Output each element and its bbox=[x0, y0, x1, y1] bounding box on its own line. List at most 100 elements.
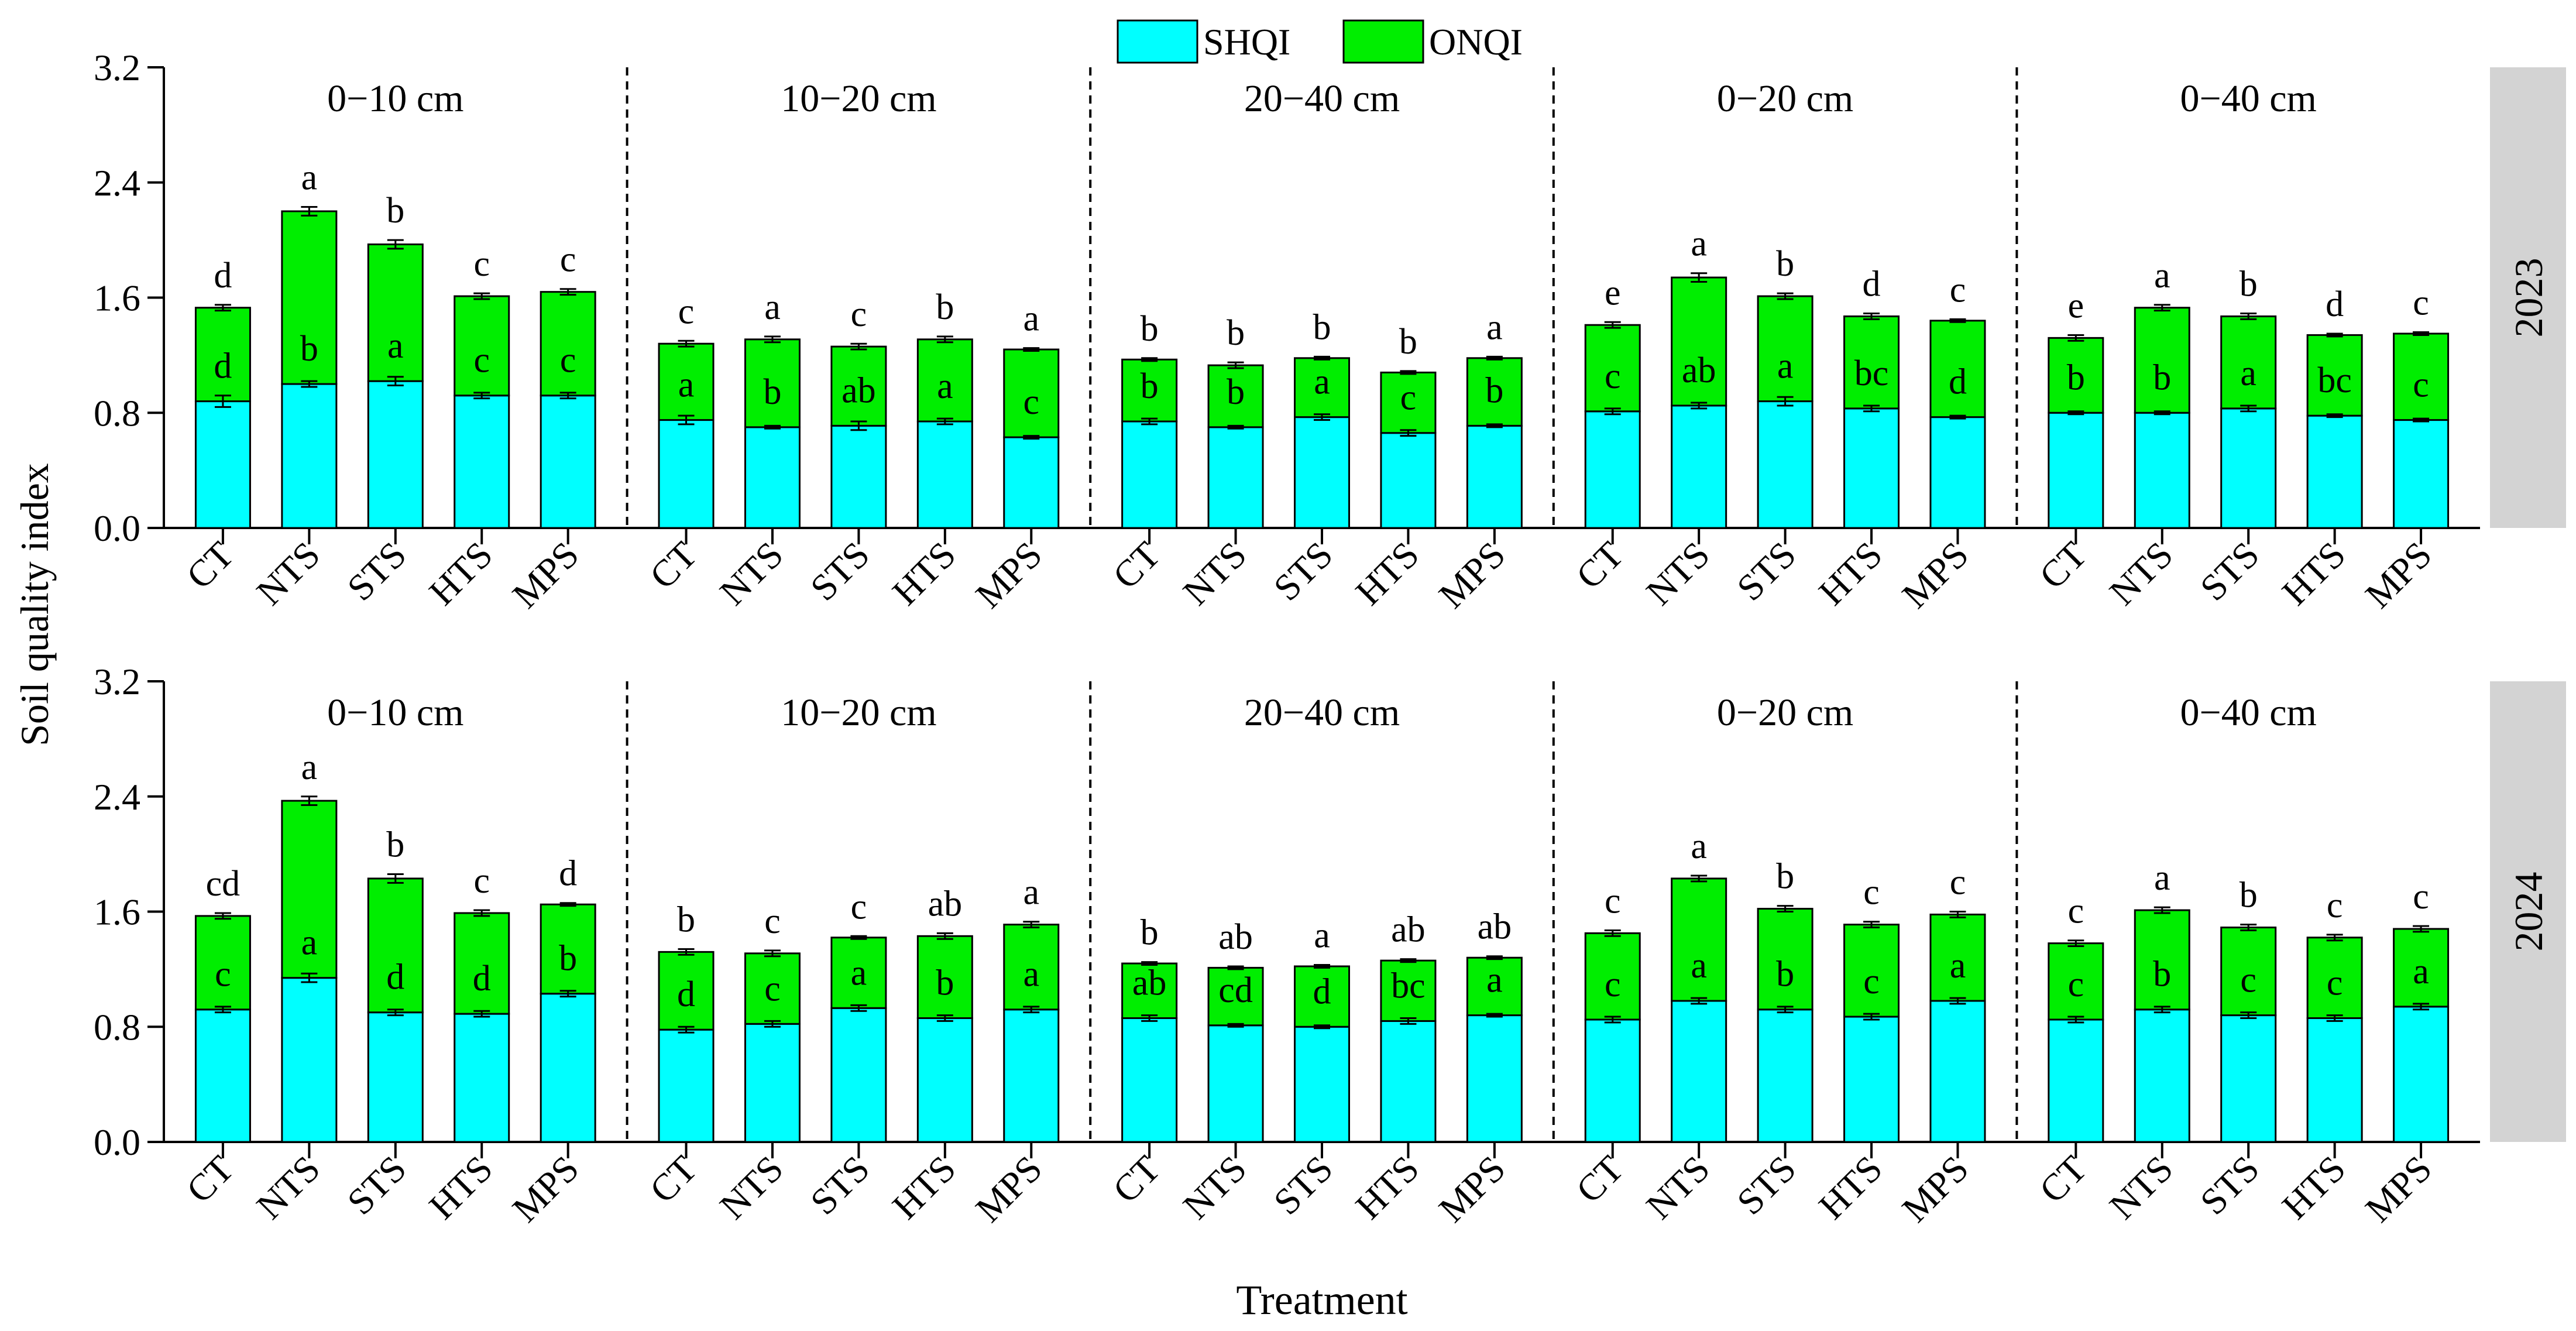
shqi-letter: b bbox=[936, 963, 954, 1003]
total-letter: cd bbox=[206, 864, 241, 904]
shqi-letter: a bbox=[1486, 960, 1503, 1000]
legend-label-onqi: ONQI bbox=[1429, 21, 1523, 63]
shqi-letter: a bbox=[937, 366, 953, 406]
x-tick-label: HTS bbox=[421, 534, 500, 613]
bar-onqi bbox=[1003, 924, 1060, 1011]
bar-onqi bbox=[2306, 334, 2363, 417]
bar-shqi bbox=[658, 1028, 715, 1143]
bar-onqi bbox=[1121, 962, 1178, 1019]
shqi-letter: d bbox=[1313, 972, 1331, 1011]
bar-onqi bbox=[194, 915, 251, 1011]
x-tick-label: CT bbox=[1568, 534, 1632, 597]
panel-depth-title: 0−20 cm bbox=[1717, 77, 1853, 120]
bar-onqi bbox=[1294, 357, 1350, 418]
x-tick-label: NTS bbox=[249, 1148, 328, 1227]
x-tick-label: NTS bbox=[1175, 534, 1255, 613]
shqi-letter: a bbox=[2240, 354, 2256, 393]
bar-shqi bbox=[1294, 416, 1350, 529]
bar-shqi bbox=[916, 1017, 973, 1143]
total-letter: c bbox=[678, 291, 695, 331]
total-letter: b bbox=[1399, 322, 1417, 362]
bar-onqi bbox=[540, 903, 596, 995]
total-letter: c bbox=[2413, 877, 2429, 917]
total-letter: d bbox=[1863, 265, 1881, 304]
shqi-letter: cd bbox=[1218, 970, 1253, 1010]
shqi-letter: c bbox=[764, 969, 781, 1008]
bar-onqi bbox=[1929, 320, 1986, 418]
total-letter: c bbox=[1950, 270, 1966, 310]
x-tick-label: HTS bbox=[1348, 1148, 1427, 1227]
bar-shqi bbox=[916, 420, 973, 529]
total-letter: c bbox=[2327, 886, 2343, 925]
bar-shqi bbox=[2220, 1014, 2277, 1143]
total-letter: ab bbox=[1391, 910, 1426, 950]
total-letter: ab bbox=[1478, 907, 1512, 947]
total-letter: b bbox=[677, 900, 695, 939]
x-tick-label: NTS bbox=[2101, 1148, 2181, 1227]
x-tick-label: HTS bbox=[2274, 534, 2354, 613]
x-tick-label: NTS bbox=[1638, 1148, 1718, 1227]
x-tick-label: STS bbox=[1729, 1148, 1804, 1223]
x-tick-label: STS bbox=[339, 534, 414, 609]
bar-shqi bbox=[454, 395, 510, 529]
total-letter: b bbox=[1141, 309, 1159, 349]
shqi-letter: b bbox=[559, 939, 577, 979]
x-tick-label: STS bbox=[339, 1148, 414, 1223]
total-letter: b bbox=[936, 287, 954, 327]
total-letter: d bbox=[214, 256, 232, 296]
bar-shqi bbox=[1207, 1024, 1264, 1143]
bar-shqi bbox=[1757, 1008, 1813, 1143]
shqi-letter: bc bbox=[1391, 966, 1426, 1006]
bar-shqi bbox=[744, 1023, 801, 1143]
x-tick-label: HTS bbox=[884, 1148, 964, 1227]
total-letter: c bbox=[851, 294, 867, 334]
total-letter: b bbox=[1141, 913, 1159, 953]
shqi-letter: c bbox=[215, 955, 231, 994]
x-tick-label: STS bbox=[1729, 534, 1804, 609]
bar-onqi bbox=[1207, 966, 1264, 1027]
panel-depth-title: 0−40 cm bbox=[2180, 77, 2317, 120]
x-tick-label: HTS bbox=[421, 1148, 500, 1227]
bar-onqi bbox=[744, 338, 801, 428]
total-letter: ab bbox=[1218, 917, 1253, 957]
y-tick-label: 0.8 bbox=[94, 1006, 140, 1048]
x-tick-label: CT bbox=[1105, 534, 1168, 597]
legend-swatch-onqi bbox=[1342, 19, 1424, 64]
y-tick-label: 0.0 bbox=[94, 1121, 140, 1163]
total-letter: a bbox=[301, 747, 318, 787]
total-letter: c bbox=[560, 240, 576, 280]
year-strip bbox=[2490, 681, 2566, 1142]
x-axis-title: Treatment bbox=[1236, 1277, 1407, 1323]
bar-onqi bbox=[2048, 337, 2104, 414]
x-tick-label: NTS bbox=[712, 534, 791, 613]
bar-shqi bbox=[367, 380, 424, 529]
total-letter: a bbox=[301, 158, 318, 198]
shqi-letter: d bbox=[677, 975, 695, 1014]
y-tick-label: 0.0 bbox=[94, 507, 140, 549]
shqi-letter: c bbox=[2240, 960, 2256, 1000]
shqi-letter: c bbox=[2068, 965, 2084, 1004]
shqi-letter: c bbox=[1400, 378, 1417, 418]
shqi-letter: a bbox=[301, 923, 318, 963]
bar-onqi bbox=[281, 210, 338, 385]
bar-shqi bbox=[2306, 1017, 2363, 1143]
x-tick-label: STS bbox=[2192, 1148, 2267, 1223]
shqi-letter: a bbox=[387, 326, 404, 366]
shqi-letter: b bbox=[1227, 372, 1245, 412]
panel-depth-title: 0−10 cm bbox=[327, 691, 463, 734]
panel-depth-title: 0−40 cm bbox=[2180, 691, 2317, 734]
x-tick-label: NTS bbox=[249, 534, 328, 613]
bar-shqi bbox=[2306, 414, 2363, 529]
bar-onqi bbox=[1757, 908, 1813, 1011]
total-letter: b bbox=[1313, 307, 1331, 347]
year-strip bbox=[2490, 67, 2566, 528]
bar-shqi bbox=[1380, 432, 1437, 529]
bar-onqi bbox=[367, 877, 424, 1014]
shqi-letter: c bbox=[560, 341, 576, 380]
total-letter: c bbox=[764, 901, 781, 941]
x-tick-label: STS bbox=[802, 534, 877, 609]
bar-shqi bbox=[2393, 1006, 2450, 1143]
total-letter: b bbox=[1776, 244, 1794, 284]
total-letter: b bbox=[1776, 857, 1794, 897]
x-tick-label: HTS bbox=[1811, 1148, 1890, 1227]
